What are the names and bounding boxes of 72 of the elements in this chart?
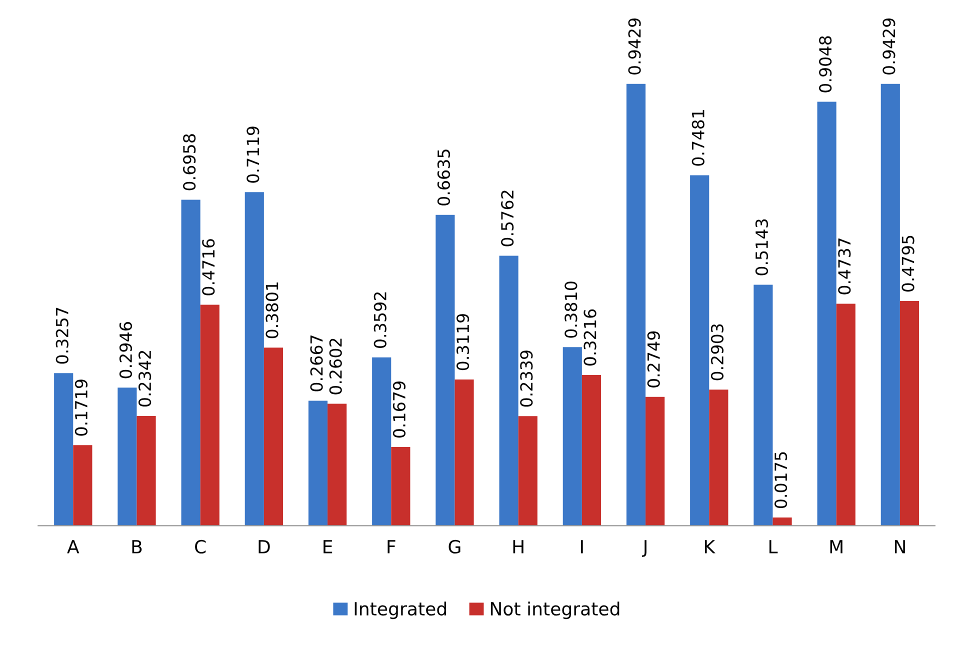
bar [136, 416, 156, 526]
data-label: 0.5143 [755, 219, 768, 276]
data-label: 0.2667 [310, 336, 323, 392]
data-label: 0.2602 [329, 338, 342, 394]
data-label: 0.0175 [774, 452, 788, 508]
data-label: 0.3216 [584, 309, 596, 366]
data-label: 0.3801 [266, 282, 278, 338]
x-tick-label: G [448, 540, 460, 554]
bar [646, 396, 665, 526]
bar [900, 301, 920, 526]
x-tick-label: F [388, 540, 396, 554]
bar [817, 102, 836, 526]
bar [436, 214, 455, 526]
bar [518, 416, 538, 526]
bar [308, 400, 328, 526]
bar [690, 175, 710, 526]
data-label: 0.3810 [564, 282, 578, 338]
data-label: 0.1679 [392, 382, 406, 438]
data-label: 0.3592 [374, 292, 386, 348]
bar [200, 304, 220, 526]
bar [391, 447, 410, 526]
bar [372, 357, 392, 526]
data-label: 0.2903 [710, 324, 724, 380]
data-label: 0.4737 [838, 238, 851, 294]
x-tick-label: B [132, 540, 142, 554]
data-label: 0.9429 [628, 18, 641, 74]
x-tick-label: K [704, 540, 716, 554]
bar [709, 390, 728, 526]
x-tick-label: C [195, 540, 206, 554]
x-tick-label: A [67, 540, 80, 554]
data-label: 0.5762 [501, 190, 514, 246]
data-label: 0.6958 [183, 134, 196, 190]
data-label: 0.3257 [56, 308, 68, 364]
bar [181, 200, 200, 526]
bar [244, 192, 264, 526]
x-tick-label: E [324, 540, 332, 554]
data-label: 0.2342 [138, 350, 152, 407]
bar [328, 404, 347, 526]
data-label: 0.9048 [819, 36, 832, 92]
data-label: 0.2946 [119, 322, 132, 378]
data-label: 0.7481 [692, 110, 704, 166]
bar [582, 375, 602, 526]
data-label: 0.2339 [520, 350, 533, 407]
bar [562, 347, 582, 526]
legend-label: Integrated [354, 602, 446, 620]
x-tick-label: M [830, 540, 842, 554]
data-label: 0.2749 [647, 331, 660, 388]
x-tick-label: I [581, 540, 583, 554]
bar [836, 304, 856, 526]
x-tick-label: H [513, 540, 524, 554]
bar [54, 373, 74, 526]
data-label: 0.4795 [902, 236, 914, 292]
data-label: 0.6635 [437, 150, 450, 206]
legend-label: Not integrated [490, 602, 620, 620]
bar [754, 284, 773, 526]
x-tick-label: N [894, 540, 905, 554]
data-label: 0.9429 [882, 18, 896, 74]
x-tick-label: L [769, 540, 778, 554]
bar [454, 380, 474, 526]
data-label: 0.4716 [202, 239, 215, 296]
bar [118, 388, 137, 526]
x-tick-label: J [642, 540, 646, 557]
data-label: 0.1719 [74, 380, 88, 436]
data-label: 0.7119 [246, 126, 260, 183]
bar [626, 84, 646, 526]
bar [772, 517, 792, 526]
bar [880, 84, 900, 526]
bar [499, 256, 518, 526]
data-label: 0.3119 [456, 314, 470, 370]
bar [73, 445, 92, 526]
bar [264, 348, 284, 526]
x-tick-label: D [258, 540, 270, 554]
